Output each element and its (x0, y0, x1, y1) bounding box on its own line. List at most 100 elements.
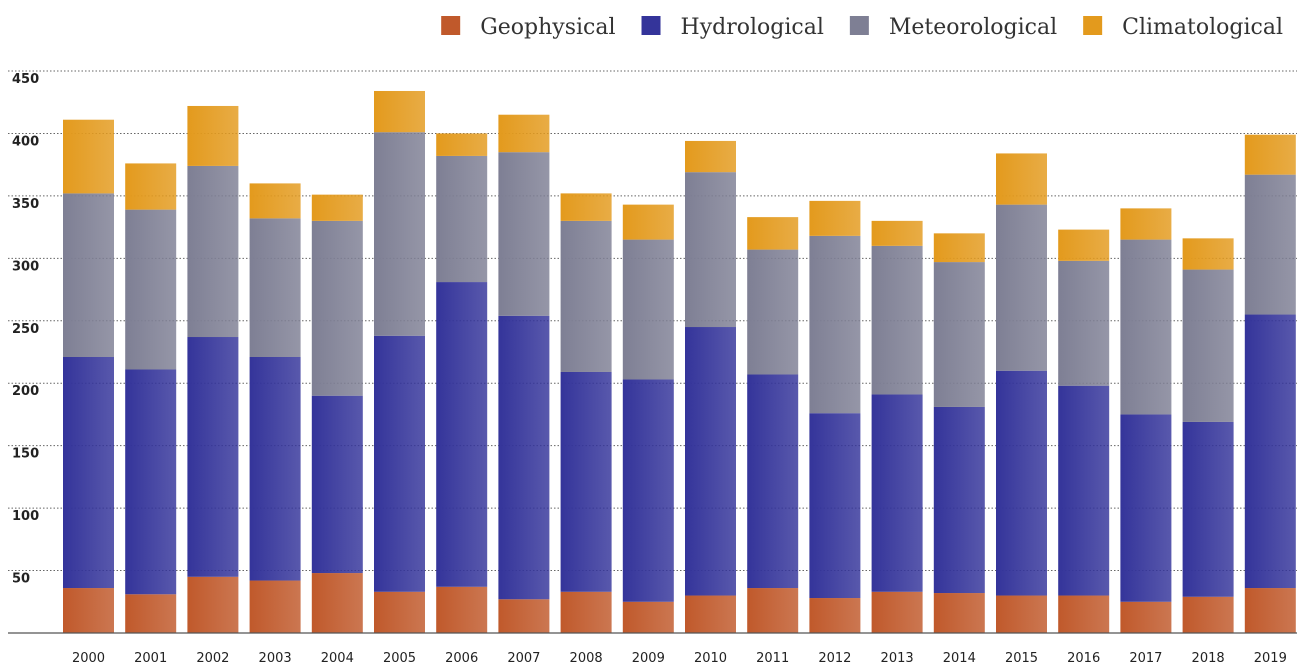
bar-geophysical-2012 (809, 598, 861, 633)
bar-meteorological-2014 (933, 262, 985, 407)
y-tick-label: 400 (12, 134, 39, 149)
bar-climatological-2012 (809, 200, 861, 236)
bar-hydrological-2013 (871, 394, 923, 592)
legend-label: Climatological (1122, 15, 1283, 40)
bar-geophysical-2005 (374, 591, 425, 633)
x-tick-label: 2005 (383, 651, 416, 666)
legend-item-geophysical: Geophysical (441, 15, 616, 40)
bar-climatological-2015 (996, 153, 1047, 205)
x-tick-label: 2018 (1192, 651, 1225, 666)
bar-hydrological-2017 (1120, 414, 1172, 602)
bar-meteorological-2006 (436, 155, 488, 283)
x-tick-label: 2003 (259, 651, 292, 666)
y-tick-label: 100 (12, 509, 39, 524)
bar-climatological-2002 (187, 105, 239, 166)
bar-hydrological-2016 (1058, 385, 1110, 596)
y-tick-label: 450 (12, 72, 39, 87)
y-tick-label: 250 (12, 322, 39, 337)
bar-hydrological-2011 (747, 374, 799, 589)
bar-meteorological-2011 (747, 249, 799, 375)
x-tick-label: 2014 (943, 651, 976, 666)
bar-meteorological-2008 (560, 220, 612, 372)
bar-geophysical-2016 (1058, 595, 1110, 633)
bar-hydrological-2006 (436, 282, 488, 587)
bar-geophysical-2004 (311, 573, 363, 633)
bar-geophysical-2011 (747, 588, 799, 633)
legend-swatch (849, 16, 869, 35)
y-tick-label: 350 (12, 197, 39, 212)
bar-meteorological-2007 (498, 152, 550, 316)
x-tick-label: 2012 (818, 651, 851, 666)
bar-hydrological-2009 (622, 379, 674, 602)
bar-geophysical-2006 (436, 586, 488, 633)
bar-geophysical-2018 (1182, 596, 1234, 633)
bar-hydrological-2014 (933, 406, 985, 594)
bar-geophysical-2002 (187, 576, 239, 633)
x-tick-label: 2011 (756, 651, 789, 666)
bar-climatological-2006 (436, 133, 488, 156)
bar-geophysical-2017 (1120, 601, 1172, 633)
legend-label: Meteorological (889, 15, 1057, 40)
bar-meteorological-2015 (996, 204, 1047, 371)
bar-hydrological-2001 (125, 369, 177, 595)
bar-climatological-2017 (1120, 208, 1172, 240)
bar-hydrological-2012 (809, 413, 861, 599)
bar-geophysical-2015 (996, 595, 1047, 633)
legend: Geophysical Hydrological Meteorological Cli… (441, 15, 1283, 40)
legend-item-hydrological: Hydrological (641, 15, 824, 40)
bar-geophysical-2008 (560, 591, 612, 633)
bar-meteorological-2009 (622, 239, 674, 380)
x-tick-label: 2004 (321, 651, 354, 666)
bar-hydrological-2018 (1182, 421, 1234, 597)
x-tick-label: 2007 (507, 651, 540, 666)
x-tick-label: 2001 (134, 651, 167, 666)
bar-climatological-2014 (933, 233, 985, 263)
x-tick-label: 2006 (445, 651, 478, 666)
bar-meteorological-2016 (1058, 260, 1110, 386)
bar-climatological-2009 (622, 204, 674, 240)
bar-hydrological-2000 (63, 356, 114, 589)
bar-climatological-2005 (374, 90, 425, 133)
x-tick-label: 2008 (570, 651, 603, 666)
bar-climatological-2018 (1182, 238, 1234, 270)
bar-climatological-2001 (125, 163, 177, 210)
bar-geophysical-2009 (622, 601, 674, 633)
legend-swatch (1083, 16, 1103, 35)
legend-label: Geophysical (480, 15, 615, 40)
bar-climatological-2016 (1058, 229, 1110, 261)
bar-meteorological-2019 (1244, 174, 1296, 315)
bar-hydrological-2010 (685, 327, 736, 596)
bar-hydrological-2004 (311, 395, 363, 574)
bar-climatological-2008 (560, 193, 612, 221)
bar-meteorological-2012 (809, 235, 861, 414)
bar-climatological-2007 (498, 114, 550, 153)
bar-climatological-2010 (685, 140, 736, 173)
bar-hydrological-2008 (560, 371, 612, 592)
y-tick-label: 300 (12, 259, 39, 274)
legend-item-meteorological: Meteorological (849, 15, 1057, 40)
x-tick-label: 2009 (632, 651, 665, 666)
bar-hydrological-2003 (249, 356, 301, 581)
bar-meteorological-2018 (1182, 269, 1234, 422)
x-tick-label: 2002 (196, 651, 229, 666)
bar-climatological-2003 (249, 183, 301, 219)
bar-meteorological-2000 (63, 193, 114, 357)
bar-geophysical-2013 (871, 591, 923, 633)
bar-hydrological-2007 (498, 315, 550, 600)
bar-geophysical-2014 (933, 593, 985, 633)
bar-climatological-2004 (311, 194, 363, 221)
x-tick-label: 2016 (1067, 651, 1100, 666)
bar-hydrological-2019 (1244, 314, 1296, 589)
bar-meteorological-2013 (871, 245, 923, 395)
x-tick-label: 2017 (1129, 651, 1162, 666)
bar-geophysical-2003 (249, 580, 301, 633)
legend-swatch (641, 16, 661, 35)
bar-meteorological-2004 (311, 220, 363, 396)
y-tick-label: 200 (12, 384, 39, 399)
y-tick-label: 50 (12, 572, 30, 587)
x-axis-ticks: 2000 2001 2002 2003 2004 2005 2006 2007 2008 2009… (72, 651, 1287, 666)
legend-item-climatological: Climatological (1083, 15, 1283, 40)
bars (63, 90, 1296, 633)
bar-climatological-2011 (747, 217, 799, 250)
